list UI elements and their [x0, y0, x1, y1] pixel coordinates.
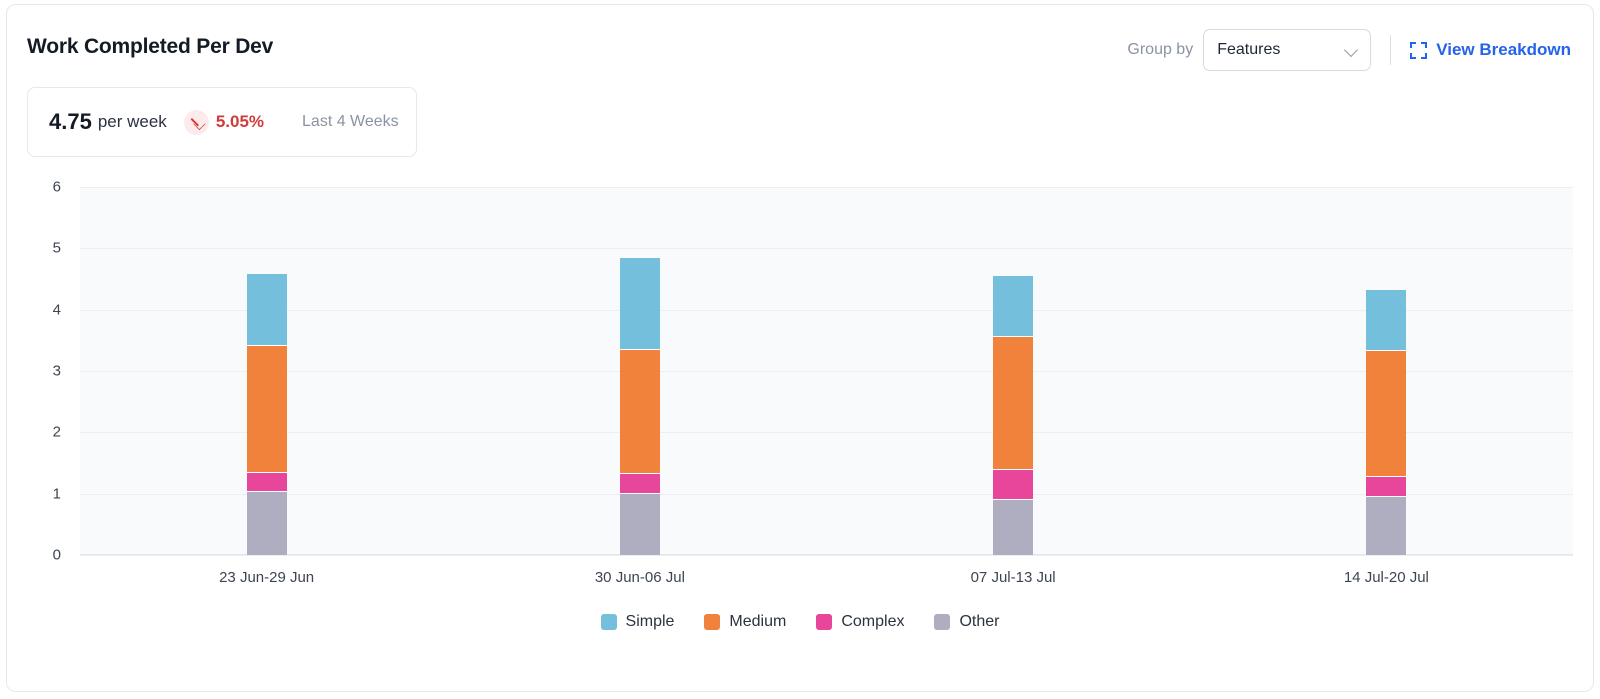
legend-label: Other: [959, 613, 1000, 630]
chart-card: Work Completed Per Dev Group by Features…: [6, 4, 1594, 692]
gridline: [80, 493, 1573, 495]
x-axis-label: 23 Jun-29 Jun: [219, 569, 315, 586]
legend-item-other[interactable]: Other: [934, 613, 999, 631]
bar-group[interactable]: [246, 274, 287, 555]
bar-segment-complex[interactable]: [1366, 477, 1407, 497]
y-axis-tick: 6: [52, 178, 61, 196]
card-header: Work Completed Per Dev Group by Features…: [7, 5, 1593, 79]
legend-swatch: [934, 614, 951, 630]
y-axis-tick: 2: [52, 423, 61, 441]
y-axis-tick: 5: [52, 239, 61, 257]
page-title: Work Completed Per Dev: [27, 35, 274, 58]
bar-segment-simple[interactable]: [993, 275, 1034, 338]
bar-segment-other[interactable]: [246, 491, 287, 555]
y-axis-tick: 0: [52, 546, 61, 564]
y-axis-tick: 4: [52, 301, 61, 319]
legend-label: Simple: [625, 613, 675, 630]
y-axis-tick: 3: [52, 362, 61, 380]
x-axis-label: 30 Jun-06 Jul: [594, 569, 685, 586]
axis-baseline: [80, 554, 1573, 555]
bar-group[interactable]: [993, 275, 1034, 555]
bar-segment-simple[interactable]: [619, 258, 660, 350]
legend-item-simple[interactable]: Simple: [600, 613, 675, 631]
stat-value: 4.75: [49, 109, 92, 134]
chart-legend: Simple Medium Complex Other: [7, 613, 1593, 631]
bar-segment-medium[interactable]: [1366, 351, 1407, 478]
expand-icon: [1410, 41, 1428, 59]
group-by-value: Features: [1217, 41, 1281, 58]
plot-area: [80, 187, 1573, 556]
header-controls: Group by Features View Breakdown: [1127, 29, 1571, 71]
view-breakdown-label: View Breakdown: [1436, 40, 1571, 59]
gridline: [80, 371, 1573, 372]
gridline: [80, 248, 1573, 250]
bar-segment-medium[interactable]: [246, 345, 287, 474]
legend-swatch: [600, 614, 617, 630]
gridline: [80, 187, 1573, 188]
legend-swatch: [816, 614, 833, 630]
legend-label: Complex: [841, 613, 905, 630]
legend-swatch: [704, 614, 721, 630]
x-axis: 23 Jun-29 Jun 30 Jun-06 Jul 07 Jul-13 Jul 1…: [80, 569, 1573, 589]
bar-segment-other[interactable]: [1366, 496, 1407, 555]
y-axis-tick: 1: [52, 485, 61, 503]
bar-segment-other[interactable]: [619, 493, 660, 555]
x-axis-label: 07 Jul-13 Jul: [970, 569, 1056, 586]
gridline: [80, 309, 1573, 311]
stat-delta-value: 5.05%: [215, 112, 265, 131]
group-by-select[interactable]: Features: [1203, 29, 1372, 71]
bar-segment-complex[interactable]: [619, 474, 660, 494]
bar-group[interactable]: [1366, 290, 1407, 555]
header-divider: [1390, 35, 1392, 65]
stat-unit: per week: [97, 112, 167, 131]
chevron-down-icon: [1345, 43, 1359, 57]
bar-segment-other[interactable]: [993, 499, 1034, 555]
arrow-down-right-icon: [183, 109, 209, 135]
stat-period: Last 4 Weeks: [302, 113, 399, 130]
bar-segment-medium[interactable]: [619, 349, 660, 475]
stat-delta: 5.05%: [183, 109, 265, 135]
bar-segment-simple[interactable]: [1366, 290, 1407, 352]
legend-item-complex[interactable]: Complex: [816, 613, 904, 631]
summary-stat-card: 4.75 per week 5.05% Last 4 Weeks: [27, 87, 417, 157]
bar-segment-complex[interactable]: [246, 473, 287, 492]
view-breakdown-button[interactable]: View Breakdown: [1410, 40, 1571, 60]
bar-group[interactable]: [619, 258, 660, 555]
bar-segment-medium[interactable]: [993, 337, 1034, 471]
group-by-label: Group by: [1127, 41, 1194, 58]
gridline: [80, 432, 1573, 434]
stacked-bar-chart: 0 1 2 3 4 5 6 23 Jun-29 Jun 30 Jun-06 Jul 07 Jul…: [27, 173, 1573, 586]
x-axis-label: 14 Jul-20 Jul: [1343, 569, 1429, 586]
bar-series: [80, 187, 1573, 555]
bar-segment-complex[interactable]: [993, 470, 1034, 500]
bar-segment-simple[interactable]: [246, 274, 287, 346]
gridline: [80, 555, 1573, 556]
legend-label: Medium: [729, 613, 787, 630]
legend-item-medium[interactable]: Medium: [704, 613, 786, 631]
